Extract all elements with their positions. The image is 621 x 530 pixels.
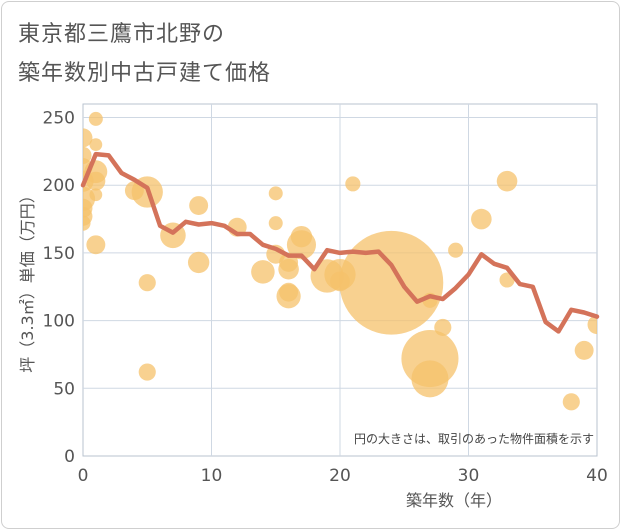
data-bubble: [138, 274, 156, 292]
y-tick-label: 200: [43, 176, 75, 196]
data-bubble: [138, 363, 156, 381]
x-axis-label: 築年数（年）: [406, 491, 502, 510]
data-bubble: [587, 315, 597, 335]
data-bubble: [189, 196, 209, 216]
data-bubble: [89, 188, 103, 202]
data-bubble: [83, 215, 91, 231]
data-bubble: [89, 138, 103, 151]
data-bubble: [339, 230, 444, 335]
x-tick-label: 10: [201, 466, 223, 486]
data-bubble: [88, 111, 103, 126]
x-tick-label: 20: [329, 466, 351, 486]
y-axis-label: 坪（3.3㎡）単価（万円）: [18, 187, 37, 372]
chart-title-line2: 築年数別中古戸建て価格: [18, 61, 272, 86]
x-tick-label: 0: [78, 466, 89, 486]
data-bubble: [268, 216, 283, 231]
data-bubble: [276, 284, 301, 309]
data-bubble: [268, 186, 283, 201]
chart-title-line1: 東京都三鷹市北野の: [18, 22, 226, 47]
data-bubble: [471, 208, 492, 230]
axis-ticks: 0 10 20 30 40 0 50 100 150 200 250: [43, 109, 608, 486]
average-line-series: [80, 151, 600, 334]
data-bubble: [187, 251, 210, 274]
x-tick-label: 30: [458, 466, 480, 486]
data-bubble: [278, 258, 299, 280]
y-tick-label: 150: [43, 244, 75, 264]
y-tick-label: 100: [43, 312, 75, 332]
y-tick-label: 50: [53, 379, 75, 399]
x-tick-label: 40: [586, 466, 608, 486]
y-tick-label: 250: [43, 109, 75, 129]
data-bubble: [448, 242, 464, 258]
y-tick-label: 0: [64, 447, 75, 467]
data-bubble: [562, 393, 580, 411]
data-bubble: [86, 171, 106, 191]
average-price-line: [80, 151, 600, 334]
data-bubble: [86, 235, 106, 255]
data-bubble: [496, 170, 518, 192]
data-bubble: [574, 340, 594, 360]
data-bubble: [434, 318, 452, 336]
data-bubble: [251, 260, 275, 284]
bubble-series: [83, 111, 597, 411]
bubble-size-note: 円の大きさは、取引のあった物件面積を示す: [354, 431, 594, 446]
data-bubble: [411, 360, 449, 398]
data-bubble: [286, 230, 317, 260]
data-bubble: [345, 176, 361, 192]
